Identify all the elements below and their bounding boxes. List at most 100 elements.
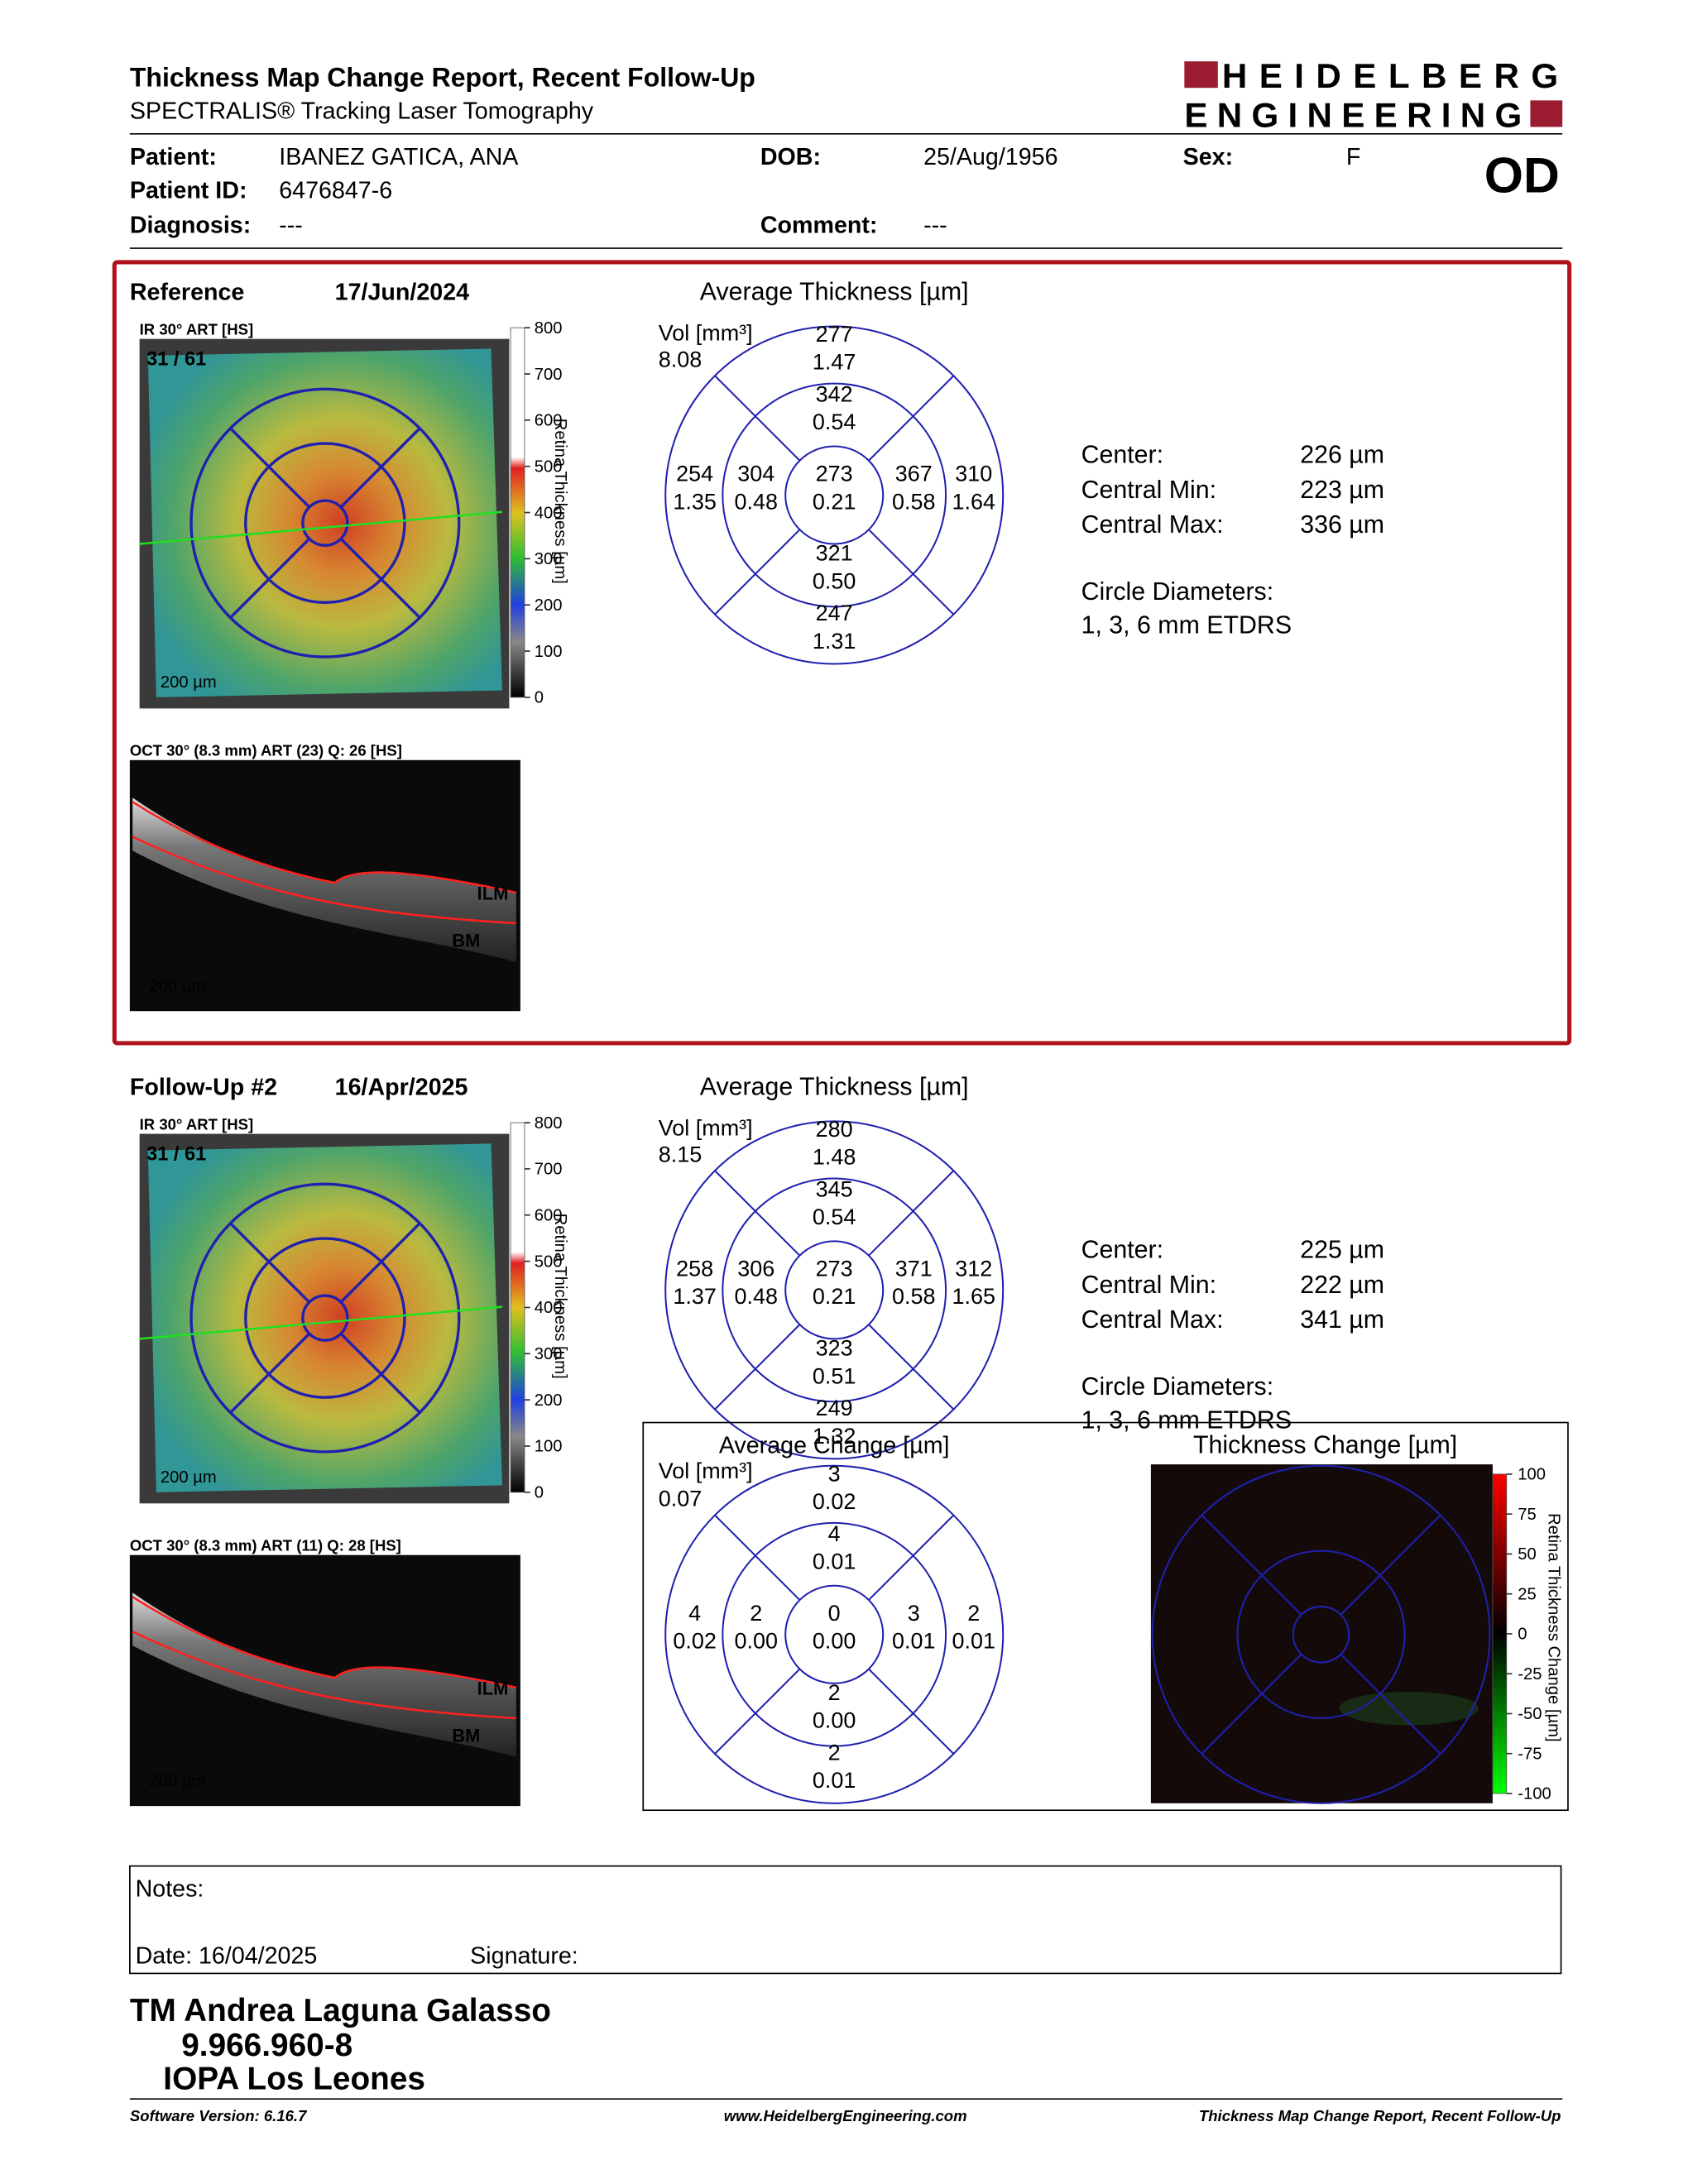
etdrs-circle <box>784 445 885 545</box>
colorbar-tick-label: 50 <box>1518 1545 1536 1564</box>
colorbar-tick-label: 700 <box>535 1161 563 1179</box>
etdrs-circle <box>784 1240 885 1340</box>
etdrs-circle <box>664 1120 1005 1460</box>
map-title: Thickness Change [µm] <box>1193 1432 1457 1459</box>
colorbar <box>1492 1473 1508 1794</box>
grid-title: Average Thickness [µm] <box>700 1073 969 1100</box>
stat-label: Central Max: <box>1081 511 1224 539</box>
sector-volume: 0.01 <box>952 1629 995 1654</box>
oct-title: OCT 30° (8.3 mm) ART (23) Q: 26 [HS] <box>130 742 402 759</box>
stat-value: 222 µm <box>1300 1272 1384 1299</box>
logo: ENGINEERING <box>1184 95 1524 134</box>
colorbar-tick-label: 500 <box>535 1252 563 1271</box>
thickness-map <box>147 348 502 697</box>
map-circle <box>244 1237 406 1399</box>
colorbar-tick-label: -100 <box>1518 1785 1551 1803</box>
sector-thickness: 2 <box>828 1680 841 1705</box>
frame-number: 31 / 61 <box>146 1144 206 1166</box>
sector-volume: 0.00 <box>813 1629 856 1654</box>
eye: OD <box>1484 147 1560 204</box>
scale-bar: 200 µm <box>149 1773 205 1791</box>
sector-volume: 0.01 <box>813 1768 856 1793</box>
etdrs-spoke <box>868 1324 955 1410</box>
field-value: IBANEZ GATICA, ANA <box>279 144 519 170</box>
sector-thickness: 258 <box>676 1257 713 1281</box>
ilm-line <box>132 1596 517 1689</box>
signer-institution: IOPA Los Leones <box>163 2061 425 2096</box>
colorbar-tick-label: 100 <box>1518 1466 1546 1484</box>
sector-thickness: 304 <box>737 462 774 486</box>
etdrs-spoke <box>714 1324 801 1410</box>
exam-date: 17/Jun/2024 <box>335 279 469 305</box>
etdrs-circle <box>722 382 947 608</box>
scale-bar: 200 µm <box>149 978 205 996</box>
stat-value: 225 µm <box>1300 1237 1384 1264</box>
report-subtitle: SPECTRALIS® Tracking Laser Tomography <box>130 98 594 124</box>
sector-volume: 1.64 <box>952 489 995 514</box>
sector-thickness: 321 <box>816 541 853 566</box>
colorbar-tick-label: 200 <box>535 596 563 615</box>
diameter-value: 1, 3, 6 mm ETDRS <box>1081 1406 1292 1434</box>
stat-value: 226 µm <box>1300 442 1384 469</box>
colorbar-tick-label: 500 <box>535 457 563 476</box>
field-value: --- <box>923 213 947 239</box>
colorbar-tick-label: 300 <box>535 1345 563 1363</box>
vol-label: Vol [mm³] <box>659 1458 753 1483</box>
etdrs-spoke <box>714 1170 801 1257</box>
colorbar-tick-label: 400 <box>535 504 563 522</box>
vol-label: Vol [mm³] <box>659 1115 753 1140</box>
sector-thickness: 254 <box>676 462 713 486</box>
sector-thickness: 277 <box>816 322 853 347</box>
colorbar-tick-label: 100 <box>535 1438 563 1456</box>
bm-line <box>132 836 516 925</box>
map-circle <box>189 1182 461 1454</box>
sector-thickness: 273 <box>816 1257 853 1281</box>
field-label: DOB: <box>760 144 821 170</box>
colorbar-tick-label: 0 <box>535 1484 544 1502</box>
sector-thickness: 2 <box>750 1601 762 1626</box>
sector-thickness: 249 <box>816 1396 853 1420</box>
sector-volume: 0.54 <box>813 1205 856 1229</box>
map-spoke <box>229 1332 310 1414</box>
field-value: 25/Aug/1956 <box>923 144 1057 170</box>
oct-retina <box>132 1592 516 1758</box>
colorbar <box>510 327 525 698</box>
etdrs-circle <box>784 1584 885 1684</box>
etdrs-circle <box>664 325 1005 665</box>
colorbar-tick-label: 0 <box>535 689 544 707</box>
etdrs-circle <box>722 1177 947 1403</box>
field-label: Patient ID: <box>130 177 247 204</box>
sector-thickness: 247 <box>816 601 853 625</box>
field-label: Diagnosis: <box>130 213 251 239</box>
ilm-label: ILM <box>477 1678 509 1698</box>
stat-value: 223 µm <box>1300 477 1384 504</box>
sector-volume: 0.58 <box>892 1284 936 1309</box>
diameter-label: Circle Diameters: <box>1081 578 1274 606</box>
map-circle <box>1151 1464 1491 1804</box>
notes-label: Notes: <box>136 1876 204 1903</box>
reference-frame <box>112 260 1572 1046</box>
logo: HEIDELBERG <box>1222 56 1562 95</box>
field-label: Sex: <box>1183 144 1234 170</box>
sector-volume: 0.02 <box>673 1629 717 1654</box>
grid-title: Average Change [µm] <box>719 1433 950 1459</box>
colorbar-label: Retina Thickness [µm] <box>551 419 569 584</box>
sector-thickness: 4 <box>828 1521 841 1546</box>
sector-volume: 0.58 <box>892 489 936 514</box>
sector-volume: 0.48 <box>735 489 778 514</box>
sector-thickness: 306 <box>737 1257 774 1281</box>
etdrs-spoke <box>714 529 801 615</box>
map-spoke <box>339 1332 421 1414</box>
scale-bar: 200 µm <box>161 673 217 692</box>
logo-block <box>1530 100 1563 127</box>
sector-thickness: 3 <box>908 1601 920 1626</box>
sector-thickness: 2 <box>967 1601 980 1626</box>
scan-line <box>139 1305 503 1340</box>
frame-number: 31 / 61 <box>146 349 206 371</box>
field-value: 6476847-6 <box>279 177 392 204</box>
sector-thickness: 342 <box>816 382 853 407</box>
etdrs-spoke <box>714 1514 801 1601</box>
sector-thickness: 280 <box>816 1117 853 1142</box>
map-spoke <box>339 538 421 619</box>
sector-thickness: 3 <box>828 1461 841 1486</box>
